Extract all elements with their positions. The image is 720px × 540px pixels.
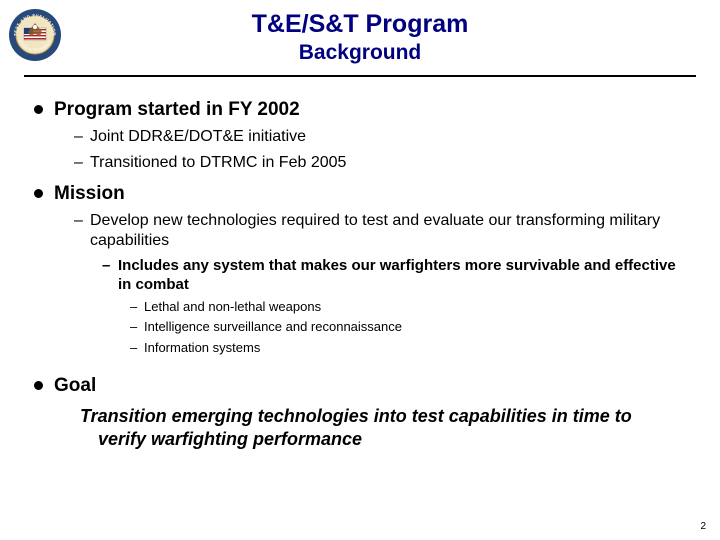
subbullet-text: Develop new technologies required to tes… <box>90 212 660 249</box>
level4-text: Information systems <box>144 340 260 355</box>
bullet-goal: Goal <box>32 375 688 397</box>
bullet-text: Goal <box>54 375 96 396</box>
subsubbullet-text: Includes any system that makes our warfi… <box>118 257 676 293</box>
slide-title: T&E/S&T Program <box>0 10 720 39</box>
subsubbullet: Includes any system that makes our warfi… <box>32 257 688 295</box>
bullet-text: Mission <box>54 183 125 204</box>
bullet-program-started: Program started in FY 2002 <box>32 99 688 121</box>
level4-text: Lethal and non-lethal weapons <box>144 299 321 314</box>
page-number: 2 <box>700 521 706 532</box>
subbullet: Transitioned to DTRMC in Feb 2005 <box>32 153 688 173</box>
subbullet-text: Joint DDR&E/DOT&E initiative <box>90 128 306 145</box>
subbullet-text: Transitioned to DTRMC in Feb 2005 <box>90 154 346 171</box>
subbullet: Develop new technologies required to tes… <box>32 211 688 251</box>
level4-bullet: Information systems <box>32 340 688 357</box>
subbullet: Joint DDR&E/DOT&E initiative <box>32 127 688 147</box>
goal-statement: Transition emerging technologies into te… <box>50 405 688 450</box>
level4-bullet: Lethal and non-lethal weapons <box>32 299 688 316</box>
org-seal-logo: TEST AND EVALUATION SCIENCE & TECHNOLOGY <box>8 8 62 62</box>
slide-subtitle: Background <box>0 41 720 65</box>
level4-text: Intelligence surveillance and reconnaiss… <box>144 319 402 334</box>
level4-bullet: Intelligence surveillance and reconnaiss… <box>32 319 688 336</box>
bullet-mission: Mission <box>32 183 688 205</box>
slide-content: Program started in FY 2002 Joint DDR&E/D… <box>0 77 720 450</box>
bullet-text: Program started in FY 2002 <box>54 99 300 120</box>
slide-header: T&E/S&T Program Background <box>0 0 720 65</box>
